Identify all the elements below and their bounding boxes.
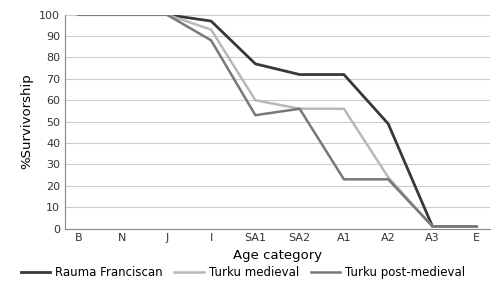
Turku medieval — [76, 13, 82, 16]
Rauma Franciscan — [208, 19, 214, 23]
Rauma Franciscan — [385, 122, 391, 125]
Turku post-medieval — [120, 13, 126, 16]
Turku post-medieval — [430, 225, 436, 228]
Line: Turku post-medieval: Turku post-medieval — [78, 15, 476, 226]
Turku medieval — [430, 225, 436, 228]
Rauma Franciscan — [120, 13, 126, 16]
Turku post-medieval — [474, 225, 480, 228]
Line: Turku medieval: Turku medieval — [78, 15, 476, 226]
Legend: Rauma Franciscan, Turku medieval, Turku post-medieval: Rauma Franciscan, Turku medieval, Turku … — [16, 262, 469, 284]
Turku medieval — [164, 13, 170, 16]
Rauma Franciscan — [164, 13, 170, 16]
Turku post-medieval — [252, 113, 258, 117]
Turku post-medieval — [208, 39, 214, 42]
Turku medieval — [120, 13, 126, 16]
Rauma Franciscan — [76, 13, 82, 16]
Rauma Franciscan — [474, 225, 480, 228]
Turku post-medieval — [164, 13, 170, 16]
Line: Rauma Franciscan: Rauma Franciscan — [78, 15, 476, 226]
Rauma Franciscan — [341, 73, 347, 76]
Rauma Franciscan — [430, 225, 436, 228]
Rauma Franciscan — [296, 73, 302, 76]
Rauma Franciscan — [252, 62, 258, 66]
Turku medieval — [474, 225, 480, 228]
Turku post-medieval — [341, 178, 347, 181]
Turku post-medieval — [296, 107, 302, 110]
Turku medieval — [208, 28, 214, 31]
Turku medieval — [385, 176, 391, 179]
Y-axis label: %Survivorship: %Survivorship — [20, 74, 34, 169]
Turku post-medieval — [385, 178, 391, 181]
Turku medieval — [296, 107, 302, 110]
Turku medieval — [252, 98, 258, 102]
Turku medieval — [341, 107, 347, 110]
Turku post-medieval — [76, 13, 82, 16]
X-axis label: Age category: Age category — [233, 249, 322, 262]
